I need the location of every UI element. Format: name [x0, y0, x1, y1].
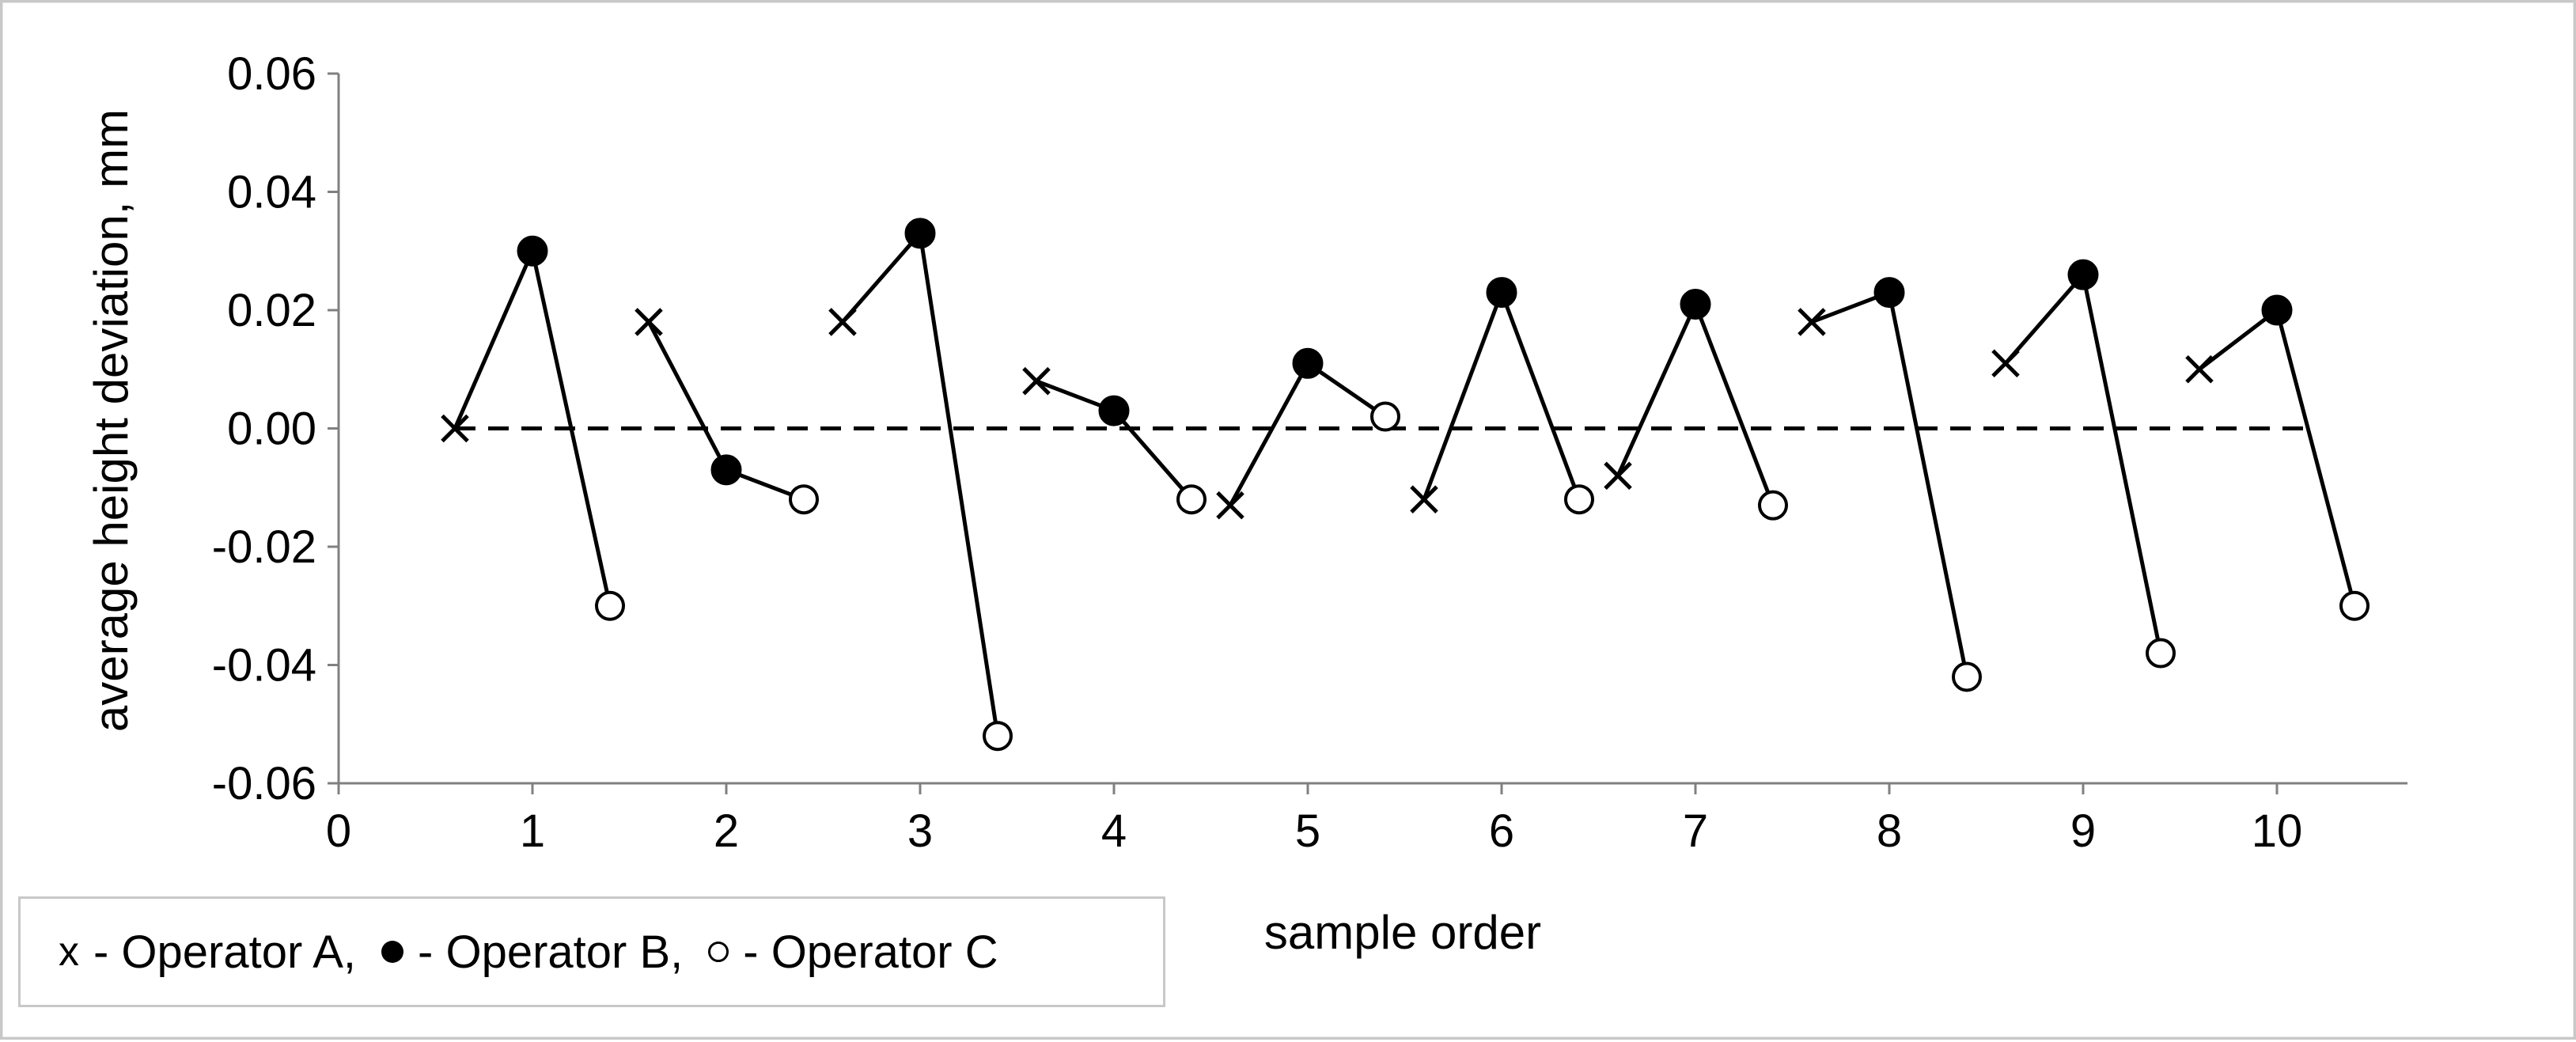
cross-stroke — [1991, 349, 2020, 378]
x-axis-title: sample order — [1264, 906, 1541, 959]
data-point-sample-7-operator-b — [1680, 289, 1711, 320]
data-point-sample-9-operator-a — [1991, 349, 2020, 378]
x-tick-label: 0 — [326, 805, 351, 857]
data-point-sample-3-operator-c — [983, 721, 1013, 752]
sample-7-line — [1616, 299, 1775, 506]
x-tick-label: 8 — [1877, 805, 1902, 857]
y-tick-label: -0.02 — [212, 521, 316, 573]
legend-cross-symbol: x — [59, 929, 79, 975]
sample-8-line — [1811, 290, 1969, 677]
x-tick-label: 10 — [2252, 805, 2303, 857]
cross-stroke — [1604, 461, 1632, 491]
data-point-sample-7-operator-a — [1604, 461, 1632, 491]
data-point-sample-1-operator-a — [441, 414, 469, 443]
x-tick-label: 1 — [520, 805, 545, 857]
data-point-sample-2-operator-c — [789, 484, 819, 515]
data-point-sample-2-operator-a — [635, 308, 663, 336]
data-point-sample-6-operator-c — [1564, 484, 1594, 515]
y-tick-label: -0.04 — [212, 640, 316, 692]
data-point-sample-1-operator-c — [595, 590, 625, 621]
x-tick-label: 9 — [2070, 805, 2096, 857]
sample-5-line — [1228, 360, 1387, 506]
cross-stroke — [1022, 366, 1051, 396]
sample-6-line — [1422, 286, 1582, 501]
legend-label-operator-a: - Operator A, — [93, 926, 357, 978]
data-point-sample-3-operator-a — [828, 308, 857, 336]
y-tick-label: 0.02 — [227, 285, 316, 336]
axis-labels: 0.06 0.04 0.02 0.00 -0.02 -0.04 -0.060 1 2 3 4 5 6 7 8… — [85, 48, 2302, 959]
y-tick-label: 0.00 — [227, 404, 316, 455]
x-tick-label: 4 — [1101, 805, 1127, 857]
sample-9-line — [2004, 270, 2163, 654]
x-tick-label: 7 — [1683, 805, 1708, 857]
axes — [328, 72, 2407, 794]
legend-open-circle-icon — [708, 942, 729, 962]
data-point-sample-8-operator-c — [1952, 661, 1982, 692]
data-point-sample-2-operator-b — [710, 454, 742, 486]
data-point-sample-10-operator-b — [2261, 294, 2293, 326]
cross-stroke — [441, 414, 469, 443]
y-tick-label: 0.04 — [227, 167, 316, 218]
data-point-sample-9-operator-b — [2067, 259, 2099, 290]
data-point-sample-6-operator-b — [1486, 277, 1517, 309]
data-point-sample-9-operator-c — [2146, 638, 2176, 669]
cross-stroke — [635, 308, 663, 336]
x-tick-label: 5 — [1295, 805, 1320, 857]
data-point-sample-10-operator-c — [2339, 590, 2370, 621]
cross-stroke — [828, 308, 857, 336]
y-tick-label: 0.06 — [227, 48, 316, 100]
data-point-sample-8-operator-b — [1873, 277, 1905, 309]
x-tick-label: 2 — [714, 805, 739, 857]
y-tick-label: -0.06 — [212, 758, 316, 809]
data-point-sample-1-operator-b — [517, 235, 548, 267]
legend: x - Operator A, - Operator B, - Operator… — [18, 896, 1165, 1007]
legend-label-operator-c: - Operator C — [743, 926, 998, 978]
data-point-sample-8-operator-a — [1798, 308, 1826, 336]
data-point-sample-5-operator-b — [1292, 347, 1324, 379]
data-point-sample-3-operator-b — [904, 218, 936, 249]
data-point-sample-4-operator-a — [1022, 366, 1051, 396]
legend-label-operator-b: - Operator B, — [418, 926, 684, 978]
data-point-sample-5-operator-a — [1216, 491, 1244, 520]
data-point-sample-6-operator-a — [1410, 485, 1438, 513]
data-markers — [441, 218, 2370, 752]
data-point-sample-4-operator-c — [1176, 484, 1207, 515]
y-axis-title: average height deviation, mm — [85, 109, 138, 732]
x-tick-label: 3 — [907, 805, 933, 857]
x-tick-label: 6 — [1489, 805, 1514, 857]
legend-filled-circle-icon — [381, 941, 404, 963]
sample-3-line — [841, 229, 1000, 737]
cross-stroke — [1798, 308, 1826, 336]
series-lines — [453, 229, 2357, 737]
data-point-sample-4-operator-b — [1098, 395, 1130, 426]
data-point-sample-5-operator-c — [1370, 401, 1400, 432]
cross-stroke — [1216, 491, 1244, 520]
data-point-sample-10-operator-a — [2185, 354, 2214, 384]
cross-stroke — [2185, 354, 2214, 384]
cross-stroke — [1410, 485, 1438, 513]
sample-10-line — [2198, 306, 2357, 607]
data-point-sample-7-operator-c — [1758, 490, 1788, 521]
